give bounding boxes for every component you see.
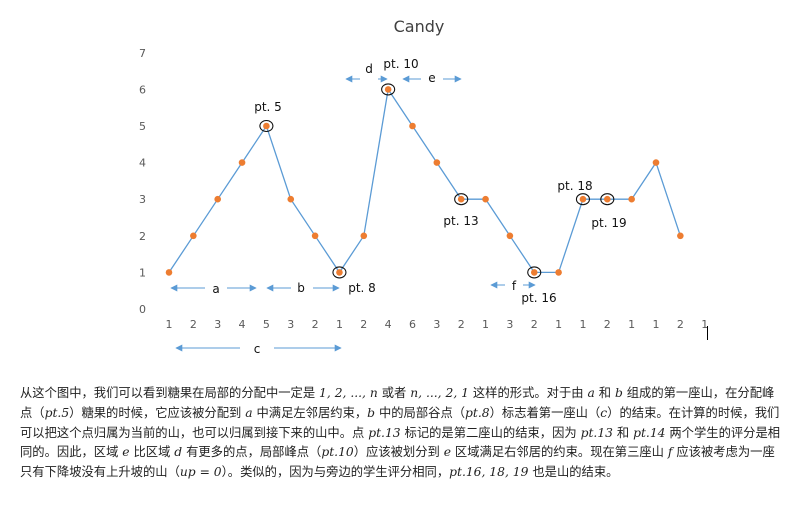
data-point xyxy=(165,269,173,276)
x-tick-label: 1 xyxy=(166,318,173,331)
data-point xyxy=(628,195,635,203)
data-point xyxy=(530,269,538,276)
label-pt13: pt. 13 xyxy=(443,214,478,228)
data-point xyxy=(604,195,611,203)
x-tick-label: 2 xyxy=(458,318,465,331)
data-point xyxy=(433,159,441,166)
x-tick-label: 2 xyxy=(312,318,319,331)
data-point xyxy=(190,232,197,240)
x-tick-label: 1 xyxy=(701,318,708,331)
x-tick-label: 2 xyxy=(531,318,538,331)
label-e: e xyxy=(428,71,435,85)
y-tick-label: 7 xyxy=(139,47,146,60)
data-point xyxy=(336,269,343,276)
data-point xyxy=(506,232,514,240)
x-tick-label: 1 xyxy=(336,318,343,331)
x-tick-label: 2 xyxy=(604,318,611,331)
data-point xyxy=(457,195,465,203)
y-tick-label: 5 xyxy=(139,120,146,133)
circled-points xyxy=(259,83,615,279)
x-tick-label: 1 xyxy=(628,318,635,331)
data-point xyxy=(287,195,295,203)
label-pt10: pt. 10 xyxy=(383,57,418,71)
label-c: c xyxy=(254,342,261,356)
x-tick-label: 5 xyxy=(263,318,270,331)
y-tick-label: 3 xyxy=(139,193,146,206)
x-tick-label: 2 xyxy=(360,318,367,331)
y-tick-label: 1 xyxy=(139,266,146,279)
data-point xyxy=(677,232,684,240)
data-point xyxy=(384,86,392,93)
data-point xyxy=(555,269,562,276)
label-b: b xyxy=(297,281,305,295)
y-tick-label: 4 xyxy=(139,157,146,170)
y-axis: 0 1 2 3 4 5 6 7 xyxy=(139,47,146,316)
x-tick-label: 2 xyxy=(677,318,684,331)
x-tick-label: 4 xyxy=(385,318,392,331)
label-pt8: pt. 8 xyxy=(348,281,376,295)
text-cursor xyxy=(707,326,708,340)
region-arrows xyxy=(170,75,536,352)
circled-point xyxy=(575,193,591,206)
explanation-paragraph: 从这个图中，我们可以看到糖果在局部的分配中一定是 1, 2, ..., n 或者… xyxy=(20,386,781,480)
circled-point xyxy=(454,193,469,206)
circled-point xyxy=(381,83,396,96)
data-point xyxy=(482,195,489,203)
data-point xyxy=(652,159,660,166)
candy-series-line xyxy=(168,87,681,274)
label-pt16: pt. 16 xyxy=(521,291,556,305)
x-tick-label: 1 xyxy=(579,318,586,331)
label-d: d xyxy=(365,62,373,76)
data-markers xyxy=(165,86,684,276)
candy-chart: Candy 0 1 2 3 4 5 6 7 1 2 3 4 5 3 2 1 2 4 6 3 2 1 3 2 1 1 2 1 1 2 1 p… xyxy=(139,17,709,356)
data-point xyxy=(579,195,587,203)
x-axis: 1 2 3 4 5 3 2 1 2 4 6 3 2 1 3 2 1 1 2 1 1 2 1 xyxy=(166,318,709,331)
x-tick-label: 3 xyxy=(287,318,294,331)
x-tick-label: 1 xyxy=(482,318,489,331)
label-a: a xyxy=(212,282,219,296)
data-point xyxy=(238,159,246,166)
x-tick-label: 3 xyxy=(433,318,440,331)
y-tick-label: 2 xyxy=(139,230,146,243)
label-pt19: pt. 19 xyxy=(591,216,626,230)
circled-point xyxy=(259,119,274,133)
x-tick-label: 1 xyxy=(555,318,562,331)
data-point xyxy=(311,232,319,240)
data-point xyxy=(263,122,270,130)
x-tick-label: 4 xyxy=(239,318,246,331)
x-tick-label: 2 xyxy=(190,318,197,331)
data-point xyxy=(409,122,416,130)
y-tick-label: 6 xyxy=(139,83,146,96)
data-point xyxy=(360,232,368,240)
x-tick-label: 3 xyxy=(214,318,221,331)
label-pt18: pt. 18 xyxy=(557,179,592,193)
x-tick-label: 6 xyxy=(409,318,416,331)
label-f: f xyxy=(512,279,517,293)
x-tick-label: 3 xyxy=(506,318,513,331)
label-pt5: pt. 5 xyxy=(254,100,282,114)
circled-point xyxy=(527,266,542,279)
data-point xyxy=(214,195,221,203)
circled-point xyxy=(332,266,347,279)
circled-point xyxy=(600,193,615,206)
chart-title: Candy xyxy=(394,17,445,36)
x-tick-label: 1 xyxy=(653,318,660,331)
y-tick-label: 0 xyxy=(139,303,146,316)
